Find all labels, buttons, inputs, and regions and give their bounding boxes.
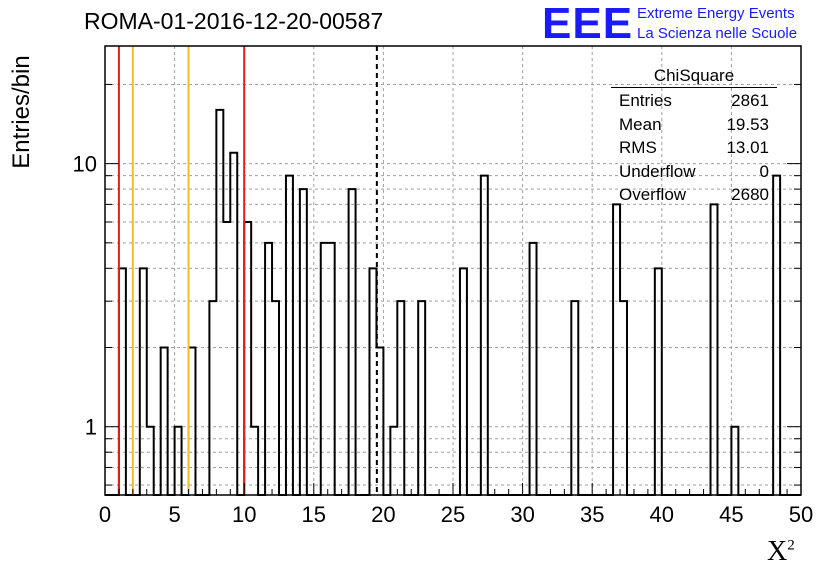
x-tick-label: 0: [99, 502, 111, 527]
stats-box: ChiSquare Entries 2861 Mean 19.53 RMS 13.01…: [611, 66, 777, 207]
x-tick-label: 45: [719, 502, 743, 527]
stats-title: ChiSquare: [611, 66, 777, 88]
chart-title: ROMA-01-2016-12-20-00587: [84, 8, 384, 34]
y-axis-label: Entries/bin: [8, 55, 35, 169]
x-tick-label: 5: [168, 502, 180, 527]
x-tick-label: 30: [510, 502, 534, 527]
x-tick-label: 50: [789, 502, 813, 527]
x-axis-label: X2: [767, 536, 795, 567]
y-tick-label: 1: [85, 415, 97, 440]
stats-row: RMS 13.01: [619, 138, 769, 157]
stats-row: Overflow 2680: [619, 185, 769, 204]
logo-line-2: La Scienza nelle Scuole: [637, 25, 798, 42]
x-tick-label: 20: [371, 502, 395, 527]
x-tick-label: 35: [580, 502, 604, 527]
x-tick-label: 25: [441, 502, 465, 527]
stats-row: Entries 2861: [619, 91, 769, 110]
x-tick-label: 10: [232, 502, 256, 527]
y-tick-label: 10: [73, 152, 97, 177]
eee-logo: EEE: [542, 0, 634, 48]
stats-row: Underflow 0: [619, 161, 769, 181]
x-tick-label: 40: [650, 502, 674, 527]
logo-line-1: Extreme Energy Events: [637, 5, 795, 22]
histogram-outline: [105, 108, 801, 496]
x-tick-label: 15: [302, 502, 326, 527]
stats-row: Mean 19.53: [619, 114, 769, 134]
